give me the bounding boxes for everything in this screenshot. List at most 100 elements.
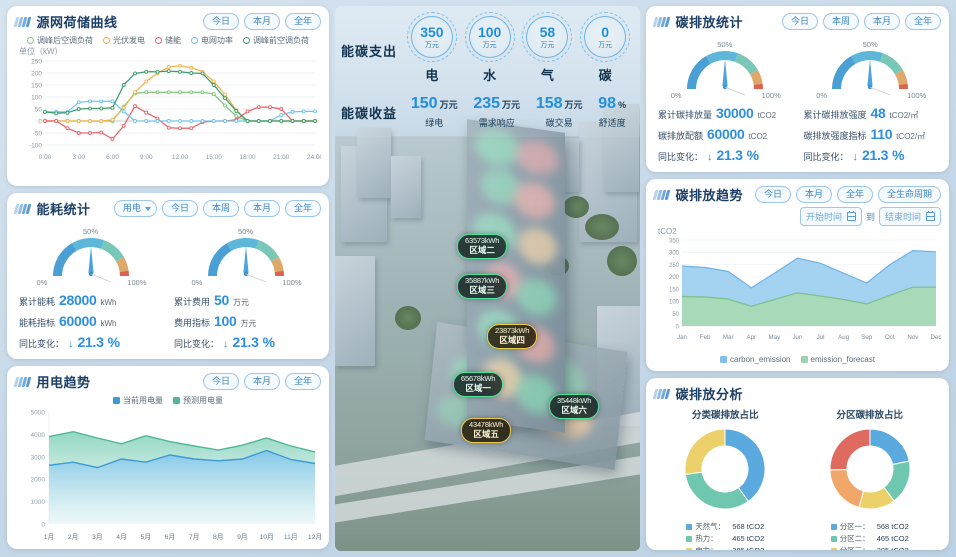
svg-text:50: 50 [672, 312, 679, 318]
stat-label: 能耗指标 [19, 318, 56, 328]
legend-item[interactable]: 预测用电量 [173, 395, 223, 406]
zone-consumption: 63573kWh [465, 236, 500, 245]
kpi-value: 58 [539, 23, 556, 40]
svg-text:21:00: 21:00 [273, 154, 290, 161]
donut-legend-item[interactable]: 分区二： 465 tCO2 [830, 533, 909, 544]
kpi-income-row: 能碳收益 150 万元 绿电 235 万元 需求响应 [341, 96, 634, 129]
kpi-ring: 100 万元 [464, 12, 515, 62]
legend-swatch-icon [686, 547, 693, 550]
donut-legend-item[interactable]: 电力：385 tCO2 [686, 545, 764, 550]
calendar-icon [846, 211, 856, 221]
legend-item[interactable]: 调峰后空调负荷 [23, 35, 93, 46]
start-date-input[interactable]: 开始时间 [799, 207, 862, 226]
legend-item[interactable]: carbon_emission [720, 355, 791, 364]
svg-text:1月: 1月 [44, 533, 55, 541]
svg-text:Jan: Jan [677, 334, 688, 341]
btn-year[interactable]: 全年 [836, 185, 873, 204]
legend-item[interactable]: 储能 [151, 35, 181, 46]
stat-value: 60000 [59, 313, 97, 329]
btn-year[interactable]: 全年 [284, 372, 321, 391]
stat-lines: 累计能耗 28000 kWh 能耗指标 60000 kWh 同比变化： ↓ [15, 288, 166, 353]
legend-item[interactable]: 调峰前空调负荷 [239, 35, 309, 46]
zone-name: 区域一 [465, 382, 491, 393]
btn-week[interactable]: 本周 [202, 199, 239, 218]
stat-unit: % [892, 147, 905, 163]
btn-year[interactable]: 全年 [904, 12, 941, 31]
legend-label: emission_forecast [810, 355, 875, 364]
donut-legend-item[interactable]: 分区三：385 tCO2 [830, 545, 909, 550]
btn-month[interactable]: 本月 [863, 12, 900, 31]
legend-label: 电力： [695, 545, 729, 550]
zone-tag[interactable]: 23873kWh 区域四 [487, 324, 538, 350]
legend-swatch-icon [830, 523, 837, 530]
gauge-tick-mid: 50% [237, 227, 254, 236]
legend-value: 465 tCO2 [732, 534, 765, 543]
svg-text:10月: 10月 [259, 533, 273, 541]
svg-text:Jun: Jun [792, 334, 803, 341]
energy-type-select[interactable]: 用电 [113, 199, 157, 218]
svg-text:Aug: Aug [838, 334, 850, 341]
kpi-ring: 0 万元 [580, 12, 631, 62]
donut-legend-item[interactable]: 热力： 465 tCO2 [686, 533, 764, 544]
btn-lifecycle[interactable]: 全生命周期 [877, 185, 941, 204]
gauge-tick-min: 0% [670, 91, 682, 100]
legend-item[interactable]: 电网功率 [187, 35, 233, 46]
btn-week[interactable]: 本周 [822, 12, 859, 31]
kpi-expense-items: 350 万元 电 100 万元 水 [403, 12, 634, 84]
legend-swatch-icon [173, 397, 180, 404]
btn-month[interactable]: 本月 [795, 185, 832, 204]
legend-label: 分区二： [839, 534, 870, 543]
btn-month[interactable]: 本月 [243, 12, 280, 31]
btn-today[interactable]: 今日 [161, 199, 198, 218]
stat-lines: 累计费用 50 万元 费用指标 100 万元 同比变化： ↓ 21.3 [170, 288, 321, 353]
kpi-cell[interactable]: 235 万元 需求响应 [473, 96, 520, 129]
btn-month[interactable]: 本月 [243, 199, 280, 218]
campus-3d-heatmap-view[interactable]: 63573kWh 区域二 35887kWh 区域三 23873kWh 区域四 6… [335, 6, 640, 551]
zone-tag[interactable]: 35448kWh 区域六 [549, 394, 600, 420]
stat-unit: 万元 [240, 319, 257, 328]
donut-legend-item[interactable]: 分区一： 568 tCO2 [830, 521, 909, 532]
svg-text:350: 350 [669, 238, 680, 244]
legend-item[interactable]: 当前用电量 [113, 395, 163, 406]
time-range-buttons: 今日 本月 全年 全生命周期 [754, 185, 941, 204]
btn-year[interactable]: 全年 [284, 12, 321, 31]
svg-text:200: 200 [31, 71, 42, 78]
stat-value: 100 [214, 313, 237, 329]
svg-text:7月: 7月 [189, 533, 200, 541]
stat-label: 费用指标 [174, 318, 211, 328]
city-block [357, 128, 391, 198]
kpi-cell[interactable]: 158 万元 碳交易 [536, 96, 583, 129]
btn-today[interactable]: 今日 [202, 12, 239, 31]
btn-today[interactable]: 今日 [781, 12, 818, 31]
btn-month[interactable]: 本月 [243, 372, 280, 391]
tree-cluster [563, 196, 589, 218]
btn-year[interactable]: 全年 [284, 199, 321, 218]
kpi-cell[interactable]: 58 万元 气 [522, 12, 573, 84]
legend-item[interactable]: 光伏发电 [99, 35, 145, 46]
kpi-cell[interactable]: 150 万元 绿电 [411, 96, 458, 129]
zone-tag[interactable]: 35887kWh 区域三 [457, 274, 508, 300]
zone-tag[interactable]: 63573kWh 区域二 [457, 234, 508, 260]
trend-down-icon: ↓ [68, 338, 74, 350]
zone-tag[interactable]: 43478kWh 区域五 [461, 418, 512, 444]
kpi-cell[interactable]: 0 万元 碳 [580, 12, 631, 84]
end-date-input[interactable]: 结束时间 [878, 207, 941, 226]
stat-row: 能耗指标 60000 kWh [19, 311, 166, 332]
btn-today[interactable]: 今日 [754, 185, 791, 204]
svg-text:-100: -100 [29, 143, 42, 150]
legend-swatch-icon [686, 523, 693, 530]
stat-value: 21.3 [862, 147, 889, 163]
kpi-cell[interactable]: 350 万元 电 [406, 12, 457, 84]
legend-item[interactable]: emission_forecast [800, 355, 875, 364]
donut-title: 分类碳排放占比 [691, 410, 759, 421]
legend-label: 当前用电量 [123, 396, 163, 405]
kpi-cell[interactable]: 98% 舒适度 [598, 96, 626, 129]
tree-cluster [395, 306, 421, 330]
zone-tag[interactable]: 65678kWh 区域一 [453, 372, 504, 398]
stat-value: 21.3 [232, 334, 259, 350]
donut-legend-item[interactable]: 天然气： 568 tCO2 [686, 521, 764, 532]
btn-today[interactable]: 今日 [202, 372, 239, 391]
stat-label: 同比变化： [19, 339, 65, 349]
kpi-cell[interactable]: 100 万元 水 [464, 12, 515, 84]
